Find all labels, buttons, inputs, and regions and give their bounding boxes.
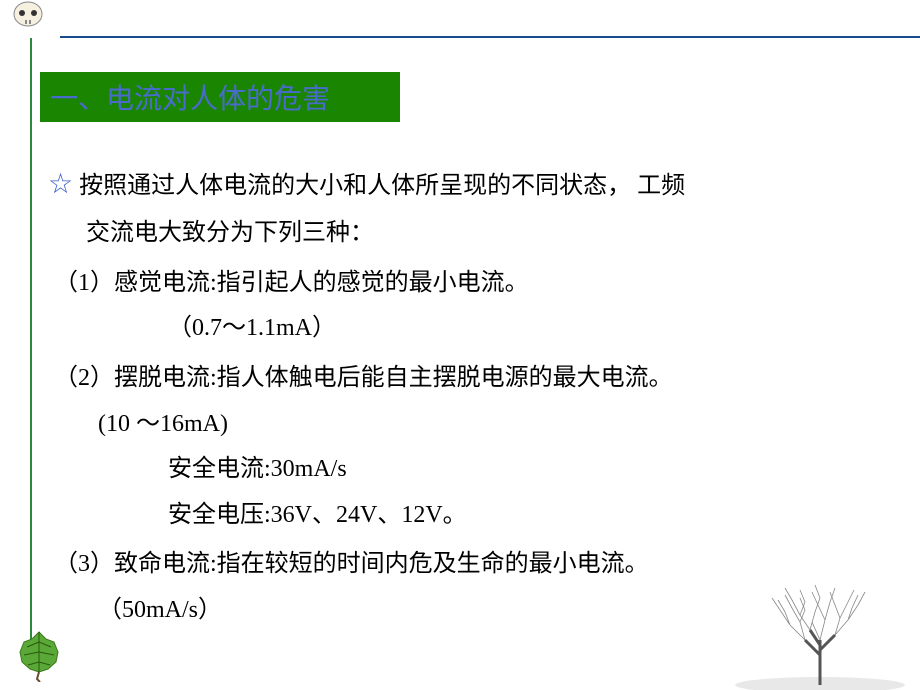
- item-1-value: （0.7～1.1mA）: [48, 306, 890, 352]
- section-title: 一、电流对人体的危害: [50, 77, 330, 117]
- item-2-label: （2）摆脱电流:指人体触电后能自主摆脱电源的最大电流。: [48, 356, 890, 402]
- intro-text-1: 按照通过人体电流的大小和人体所呈现的不同状态， 工频: [79, 173, 685, 199]
- star-icon: ☆: [48, 169, 73, 200]
- intro-line-1: ☆按照通过人体电流的大小和人体所呈现的不同状态， 工频: [48, 158, 890, 211]
- item-2-sub1: 安全电流:30mA/s: [48, 447, 890, 493]
- main-content: ☆按照通过人体电流的大小和人体所呈现的不同状态， 工频 交流电大致分为下列三种：…: [48, 158, 890, 634]
- top-border-line: [60, 36, 920, 38]
- header-decoration: [10, 0, 51, 28]
- item-2-sub2: 安全电压:36V、24V、12V。: [48, 493, 890, 539]
- leaf-icon: [12, 627, 67, 682]
- skull-icon: [10, 0, 46, 28]
- tree-icon: [730, 570, 910, 690]
- intro-line-2: 交流电大致分为下列三种：: [48, 211, 890, 257]
- left-border-line: [30, 38, 32, 658]
- item-2-value: (10 ～16mA): [48, 402, 890, 448]
- item-1-label: （1）感觉电流:指引起人的感觉的最小电流。: [48, 261, 890, 307]
- section-header: 一、电流对人体的危害: [40, 72, 400, 122]
